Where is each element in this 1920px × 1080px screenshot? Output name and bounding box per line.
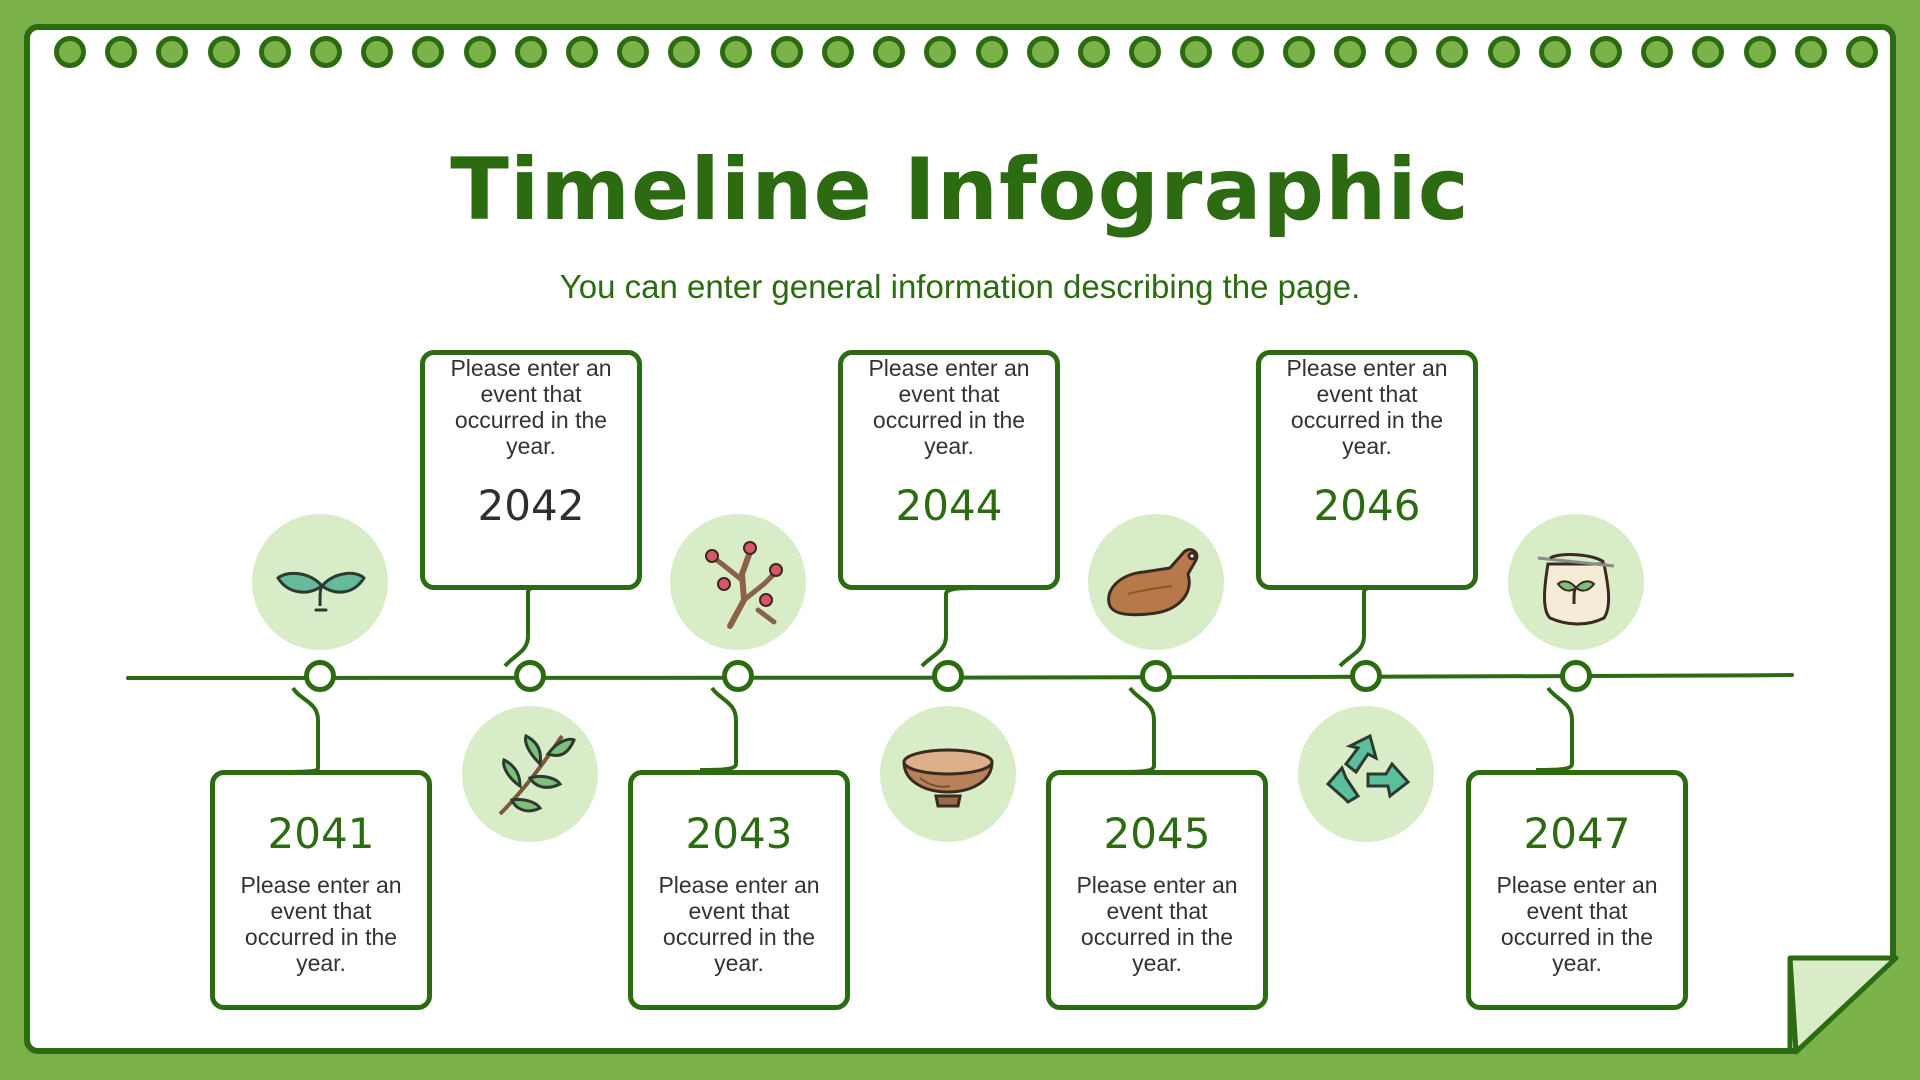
spiral-ring [1538, 36, 1571, 68]
spiral-ring [1078, 36, 1110, 68]
event-description: Please enter an event that occurred in t… [1076, 872, 1238, 976]
timeline-node [514, 660, 546, 692]
spiral-ring [258, 36, 291, 68]
timeline-node [1350, 660, 1382, 692]
event-card-2042[interactable]: Please enter an event that occurred in t… [420, 350, 642, 590]
event-year: 2044 [895, 481, 1003, 530]
spiral-ring [310, 36, 342, 68]
spiral-ring [463, 36, 496, 68]
spiral-ring [1692, 36, 1725, 68]
event-card-2043[interactable]: 2043 Please enter an event that occurred … [628, 770, 850, 1010]
spiral-ring [1436, 36, 1469, 68]
spiral-ring [1282, 36, 1315, 68]
spiral-ring [668, 36, 701, 68]
spiral-ring [1794, 36, 1827, 68]
event-year: 2045 [1103, 809, 1211, 858]
event-description: Please enter an event that occurred in t… [868, 355, 1030, 459]
spiral-ring [566, 36, 598, 68]
berry-branch-icon [670, 514, 806, 650]
spiral-ring [924, 36, 957, 68]
spiral-ring [105, 36, 138, 68]
event-description: Please enter an event that occurred in t… [1286, 355, 1448, 459]
spiral-ring [1641, 36, 1674, 68]
timeline-node [304, 660, 336, 692]
spiral-ring [1487, 36, 1520, 68]
spiral-ring [1334, 36, 1366, 68]
cutting-board-icon [1088, 514, 1224, 650]
leaf-branch-icon [462, 706, 598, 842]
event-year: 2042 [477, 481, 585, 530]
event-description: Please enter an event that occurred in t… [1496, 872, 1658, 976]
event-card-2041[interactable]: 2041 Please enter an event that occurred … [210, 770, 432, 1010]
recycle-icon [1298, 706, 1434, 842]
spiral-binding [54, 36, 1884, 68]
sprout-icon [252, 514, 388, 650]
spiral-ring [1590, 36, 1622, 68]
event-description: Please enter an event that occurred in t… [240, 872, 402, 976]
spiral-ring [770, 36, 803, 68]
spiral-ring [1129, 36, 1162, 68]
spiral-ring [1026, 36, 1059, 68]
spiral-ring [514, 36, 547, 68]
event-year: 2047 [1523, 809, 1631, 858]
timeline-node [1560, 660, 1592, 692]
spiral-ring [207, 36, 240, 68]
spiral-ring [1743, 36, 1776, 68]
event-card-2046[interactable]: Please enter an event that occurred in t… [1256, 350, 1478, 590]
spiral-ring [719, 36, 752, 68]
spiral-ring [1231, 36, 1264, 68]
page-subtitle: You can enter general information descri… [559, 268, 1361, 305]
spiral-ring [617, 36, 650, 68]
spiral-ring [1385, 36, 1418, 68]
spiral-ring [361, 36, 394, 68]
event-card-2045[interactable]: 2045 Please enter an event that occurred … [1046, 770, 1268, 1010]
spiral-ring [822, 36, 854, 68]
spiral-ring [975, 36, 1008, 68]
event-description: Please enter an event that occurred in t… [450, 355, 612, 459]
event-year: 2043 [685, 809, 793, 858]
wooden-bowl-icon [880, 706, 1016, 842]
event-description: Please enter an event that occurred in t… [658, 872, 820, 976]
event-card-2044[interactable]: Please enter an event that occurred in t… [838, 350, 1060, 590]
spiral-ring [1846, 36, 1878, 68]
event-card-2047[interactable]: 2047 Please enter an event that occurred … [1466, 770, 1688, 1010]
timeline-node [722, 660, 754, 692]
cloth-bag-icon [1508, 514, 1644, 650]
event-year: 2046 [1313, 481, 1421, 530]
spiral-ring [156, 36, 189, 68]
spiral-ring [412, 36, 445, 68]
spiral-ring [1180, 36, 1213, 68]
page-title: Timeline Infographic [450, 140, 1470, 240]
timeline-node [932, 660, 964, 692]
event-year: 2041 [267, 809, 375, 858]
spiral-ring [54, 36, 86, 68]
timeline-node [1140, 660, 1172, 692]
spiral-ring [873, 36, 906, 68]
